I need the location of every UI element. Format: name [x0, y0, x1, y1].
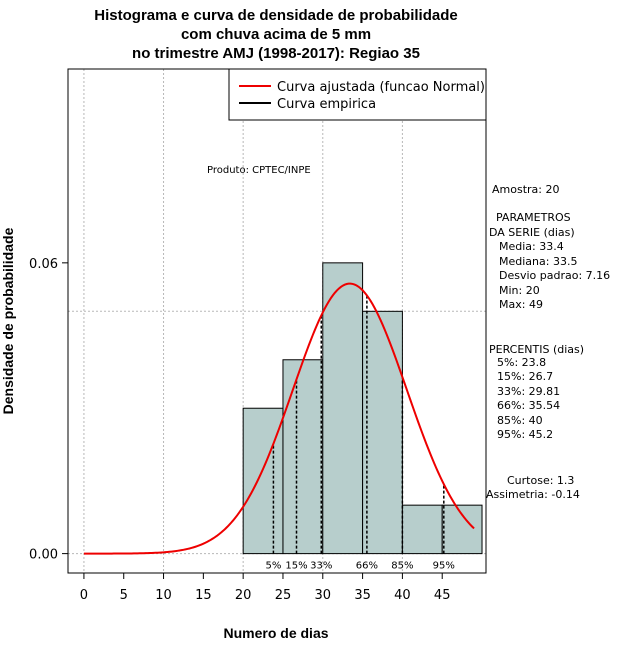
x-tick-label: 10	[155, 588, 172, 603]
stat-sd: Desvio padrao: 7.16	[499, 269, 610, 282]
histogram-bar	[322, 262, 364, 555]
stat-min: Min: 20	[499, 284, 540, 297]
percentile-label: 15%	[285, 561, 307, 572]
x-tick-label: 0	[80, 588, 88, 603]
stats-panel: Amostra: 20 PARAMETROS DA SERIE (dias) M…	[486, 183, 610, 501]
legend-label-fit: Curva ajustada (funcao Normal)	[277, 80, 485, 95]
stat-curtose: Curtose: 1.3	[507, 474, 574, 487]
stat-p95: 95%: 45.2	[497, 428, 553, 441]
stat-p15: 15%: 26.7	[497, 370, 553, 383]
y-axis-label: Densidade de probabilidade	[0, 227, 16, 414]
stat-p33: 33%: 29.81	[497, 385, 560, 398]
x-tick-label: 35	[354, 588, 371, 603]
x-tick-label: 30	[315, 588, 332, 603]
histogram-bars	[242, 262, 483, 555]
stat-p85: 85%: 40	[497, 414, 543, 427]
histogram-bar	[401, 504, 443, 555]
stat-mean: Media: 33.4	[499, 240, 564, 253]
x-axis-label: Numero de dias	[223, 625, 328, 641]
stat-p5: 5%: 23.8	[497, 356, 546, 369]
percentile-lines: 5% 15% 33% 66% 85% 95%	[265, 295, 455, 572]
normal-curve	[83, 282, 475, 555]
stat-params-subtitle: DA SERIE (dias)	[489, 226, 575, 239]
histogram-bar	[242, 407, 284, 555]
legend-label-empirical: Curva empirica	[277, 97, 376, 112]
x-tick-label: 45	[434, 588, 451, 603]
histogram-bar	[282, 359, 324, 555]
normal-curve-path	[83, 282, 475, 555]
stat-assimetria: Assimetria: -0.14	[486, 488, 580, 501]
stat-median: Mediana: 33.5	[499, 255, 577, 268]
x-tick-label: 40	[394, 588, 411, 603]
percentile-label: 5%	[265, 561, 281, 572]
stat-p66: 66%: 35.54	[497, 399, 560, 412]
chart-title-line-1: Histograma e curva de densidade de proba…	[94, 7, 457, 24]
histogram-bar	[362, 310, 403, 555]
stat-params-title: PARAMETROS	[496, 211, 571, 224]
chart-title-line-2: com chuva acima de 5 mm	[181, 26, 371, 43]
legend: Curva ajustada (funcao Normal) Curva emp…	[228, 68, 487, 121]
product-annotation: Produto: CPTEC/INPE	[207, 165, 311, 176]
percentile-label: 33%	[310, 561, 332, 572]
histogram-bar	[441, 504, 483, 555]
percentile-label: 85%	[391, 561, 413, 572]
stat-sample: Amostra: 20	[492, 183, 559, 196]
x-tick-label: 25	[275, 588, 292, 603]
percentile-label: 66%	[356, 561, 378, 572]
legend-box	[228, 68, 487, 121]
percentile-label: 95%	[433, 561, 455, 572]
stat-max: Max: 49	[499, 298, 543, 311]
stat-percentis-title: PERCENTIS (dias)	[489, 343, 584, 356]
x-tick-label: 20	[235, 588, 252, 603]
x-tick-label: 5	[120, 588, 128, 603]
x-tick-label: 15	[195, 588, 212, 603]
chart-title-line-3: no trimestre AMJ (1998-2017): Regiao 35	[132, 45, 420, 62]
y-tick-label: 0.00	[29, 548, 58, 563]
y-tick-label: 0.06	[29, 257, 58, 272]
